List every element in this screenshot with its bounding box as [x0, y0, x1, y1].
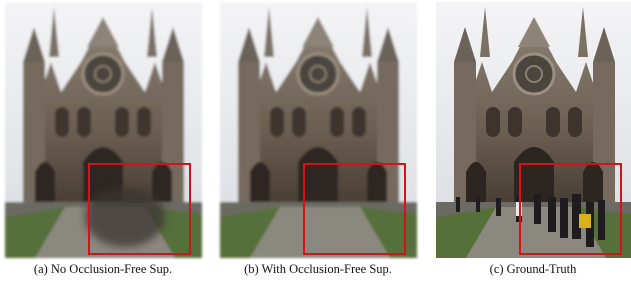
- images: [0, 0, 631, 260]
- caption: (a) No Occlusion-Free Sup.: [3, 262, 203, 277]
- caption: (b) With Occlusion-Free Sup.: [218, 262, 418, 277]
- caption: (c) Ground-Truth: [433, 262, 631, 277]
- figure: (a) No Occlusion-Free Sup. (b) With Occl…: [0, 0, 631, 282]
